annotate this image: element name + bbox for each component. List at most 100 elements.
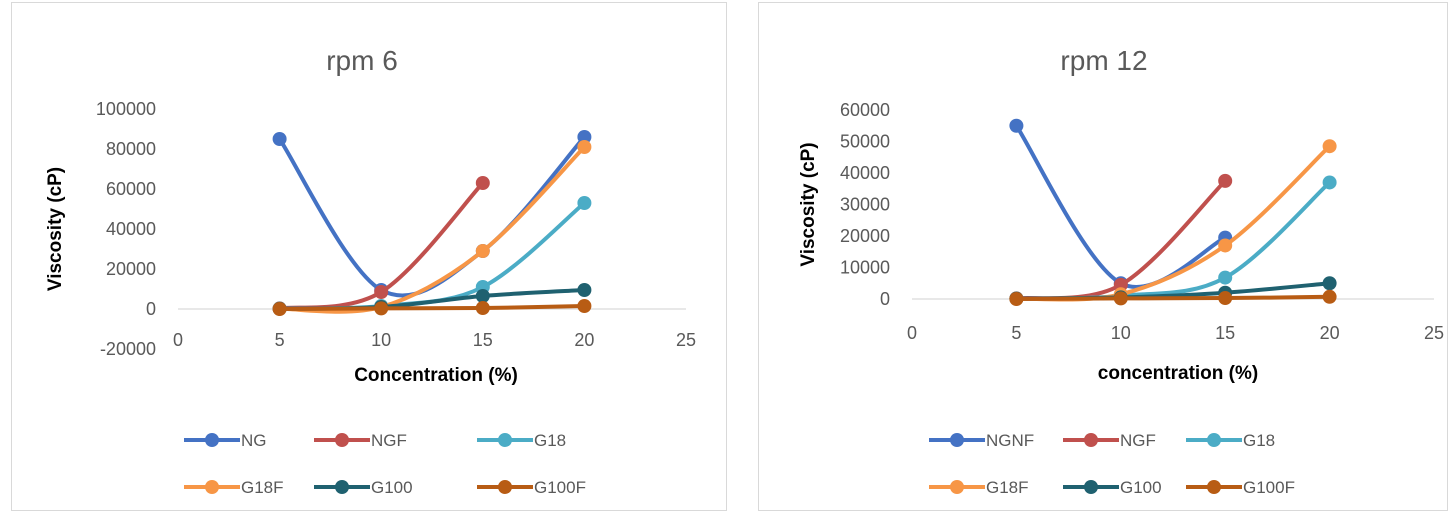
x-tick-label: 5: [275, 330, 285, 350]
series-g100f: [1009, 289, 1337, 306]
data-point: [577, 196, 592, 210]
legend-item: G100: [314, 478, 413, 497]
x-tick-label: 25: [1424, 323, 1444, 343]
legend-marker: [498, 480, 512, 494]
y-axis-title: Viscosity (cP): [45, 167, 66, 291]
y-tick-label: 30000: [840, 195, 890, 215]
legend-item: NGNF: [929, 431, 1034, 450]
data-point: [1218, 238, 1233, 253]
series-g100f: [272, 299, 592, 316]
legend-label: G18: [1243, 431, 1275, 450]
data-point: [272, 302, 287, 316]
data-point: [475, 244, 490, 258]
x-tick-label: 25: [676, 330, 696, 350]
chart-title: rpm 12: [1060, 45, 1147, 76]
legend-label: NGNF: [986, 431, 1034, 450]
legend-label: G18: [534, 431, 566, 450]
legend-marker: [335, 433, 349, 447]
series-line: [1014, 144, 1332, 302]
x-tick-label: 0: [173, 330, 183, 350]
x-tick-label: 15: [473, 330, 493, 350]
y-tick-label: 20000: [106, 259, 156, 279]
legend-label: NG: [241, 431, 267, 450]
y-axis-title: Viscosity (cP): [798, 142, 819, 266]
data-point: [577, 140, 592, 154]
legend-marker: [1084, 480, 1098, 494]
data-point: [1218, 291, 1233, 306]
legend-item: NGF: [314, 431, 407, 450]
x-tick-label: 10: [371, 330, 391, 350]
x-tick-label: 20: [1320, 323, 1340, 343]
y-tick-label: 60000: [106, 179, 156, 199]
series-line: [1014, 294, 1332, 301]
data-point: [1322, 139, 1337, 154]
chart-rpm12: rpm 12 0 10000 20000 30000 40000 50000 60000 0 5 1…: [798, 45, 1444, 497]
legend-label: NGF: [1120, 431, 1156, 450]
chart-panel-rpm12: rpm 12 0 10000 20000 30000 40000 50000 60000 0 5 1…: [758, 2, 1448, 511]
y-tick-label: 20000: [840, 226, 890, 246]
data-point: [475, 301, 490, 315]
series-line: [277, 135, 587, 298]
chart-title: rpm 6: [326, 45, 398, 76]
x-tick-label: 20: [574, 330, 594, 350]
legend-marker: [205, 480, 219, 494]
y-tick-label: 100000: [96, 99, 156, 119]
chart-panel-rpm6: rpm 6 -20000 0 20000 40000 60000 80000 100000 0 5…: [11, 2, 727, 511]
legend-marker: [950, 433, 964, 447]
series-line: [1014, 123, 1228, 289]
legend-item: G100F: [1186, 478, 1295, 497]
legend-label: G100: [1120, 478, 1162, 497]
legend-label: G18F: [241, 478, 284, 497]
data-point: [1113, 291, 1128, 306]
data-point: [1218, 173, 1233, 188]
data-point: [475, 176, 490, 190]
y-tick-label: -20000: [100, 339, 156, 359]
data-point: [577, 283, 592, 297]
series-ngf: [1009, 173, 1233, 306]
legend-label: NGF: [371, 431, 407, 450]
y-tick-label: 40000: [840, 163, 890, 183]
y-tick-label: 40000: [106, 219, 156, 239]
series-ngf: [272, 176, 490, 316]
data-point: [1009, 118, 1024, 133]
data-point: [1218, 270, 1233, 285]
data-point: [374, 285, 389, 299]
series-line: [277, 304, 587, 311]
data-point: [272, 132, 287, 146]
series-g18f: [272, 140, 592, 316]
y-tick-label: 60000: [840, 100, 890, 120]
legend-label: G100: [371, 478, 413, 497]
legend-item: G18: [1186, 431, 1275, 450]
series-line: [277, 145, 587, 314]
legend-marker: [950, 480, 964, 494]
legend-label: G100F: [1243, 478, 1295, 497]
data-point: [577, 130, 592, 144]
legend-marker: [335, 480, 349, 494]
legend-label: G18F: [986, 478, 1029, 497]
data-point: [1009, 292, 1024, 306]
data-point: [1322, 276, 1337, 291]
x-tick-label: 0: [907, 323, 917, 343]
data-point: [374, 301, 389, 316]
legend-marker: [1207, 433, 1221, 447]
legend-marker: [1084, 433, 1098, 447]
y-tick-label: 80000: [106, 139, 156, 159]
legend-item: G18F: [184, 478, 284, 497]
legend-label: G100F: [534, 478, 586, 497]
legend-item: G18F: [929, 478, 1029, 497]
x-tick-label: 15: [1215, 323, 1235, 343]
data-point: [1322, 289, 1337, 304]
legend-item: G18: [477, 431, 566, 450]
y-tick-label: 0: [880, 289, 890, 309]
data-point: [577, 299, 592, 313]
x-tick-label: 5: [1011, 323, 1021, 343]
data-point: [475, 289, 490, 303]
y-tick-label: 10000: [840, 258, 890, 278]
data-point: [1322, 175, 1337, 190]
legend-item: NG: [184, 431, 267, 450]
chart-rpm6: rpm 6 -20000 0 20000 40000 60000 80000 100000 0 5…: [45, 45, 696, 497]
legend-marker: [1207, 480, 1221, 494]
y-tick-label: 50000: [840, 132, 890, 152]
legend-item: NGF: [1063, 431, 1156, 450]
legend-item: G100: [1063, 478, 1162, 497]
